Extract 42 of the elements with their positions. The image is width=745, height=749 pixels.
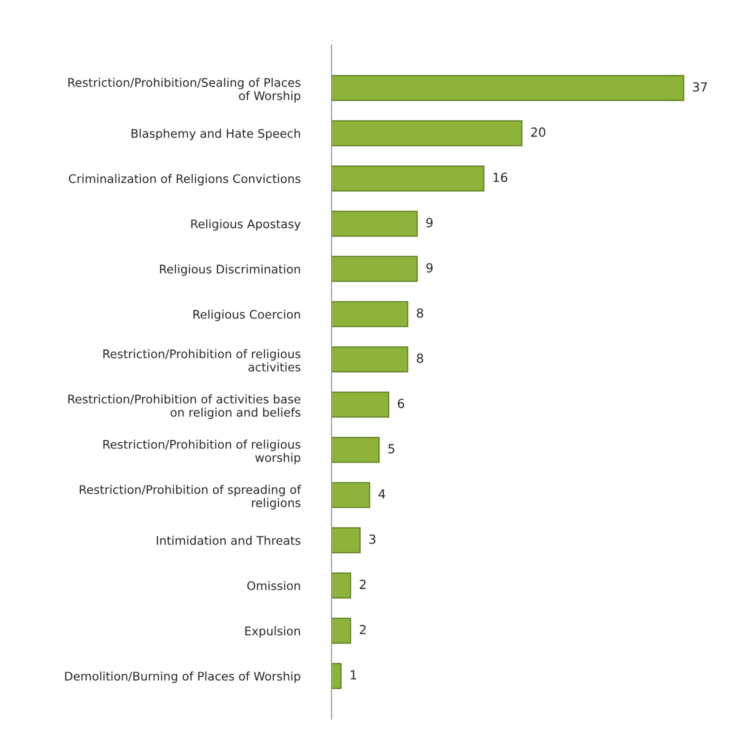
bar — [332, 165, 484, 192]
data-label: 5 — [388, 444, 394, 454]
y-tick-label: Restriction/Prohibition of religious activities — [103, 349, 300, 372]
y-tick-label: Religious Apostasy — [191, 219, 301, 231]
y-tick-label: Religious Discrimination — [160, 264, 300, 276]
bar — [332, 346, 408, 372]
y-tick-label: Omission — [247, 581, 300, 590]
bar — [332, 662, 342, 689]
y-tick-label: Religious Coercion — [193, 310, 300, 322]
bar — [332, 120, 522, 146]
y-tick-label: Restriction/Prohibition/Sealing of Places of Worship — [68, 78, 300, 102]
bar — [332, 572, 352, 598]
data-label: 3 — [369, 534, 376, 544]
y-tick-label: Restriction/Prohibition of religious worship — [103, 440, 300, 464]
data-label: 6 — [398, 398, 404, 408]
bar — [332, 301, 408, 328]
data-label: 8 — [416, 308, 424, 318]
bar — [332, 482, 370, 508]
data-label: 16 — [494, 172, 508, 182]
data-label: 8 — [416, 354, 424, 364]
bar — [332, 75, 684, 102]
bar — [332, 436, 380, 463]
data-label: 2 — [360, 580, 366, 589]
bar — [332, 527, 361, 554]
data-label: 4 — [378, 489, 386, 499]
bar — [332, 618, 352, 644]
y-tick-label: Blasphemy and Hate Speech — [132, 128, 300, 140]
bar — [332, 392, 390, 418]
y-tick-label: Criminalization of Religions Convictions — [68, 174, 300, 186]
y-tick-label: Restriction/Prohibition of activities base on religion and beliefs — [68, 394, 300, 420]
data-label: 2 — [360, 624, 366, 634]
y-tick-label: Demolition/Burning of Places of Worship — [65, 671, 300, 683]
data-label: 9 — [426, 263, 433, 273]
bar — [332, 256, 418, 282]
bar — [332, 210, 418, 237]
data-label: 9 — [426, 218, 433, 228]
data-label: 20 — [531, 127, 546, 137]
y-tick-label: Intimidation and Threats — [156, 536, 300, 545]
data-label: 1 — [350, 670, 356, 680]
y-tick-label: Expulsion — [245, 626, 300, 638]
y-tick-label: Restriction/Prohibition of spreading of religions — [80, 484, 302, 510]
data-label: 37 — [692, 82, 707, 92]
